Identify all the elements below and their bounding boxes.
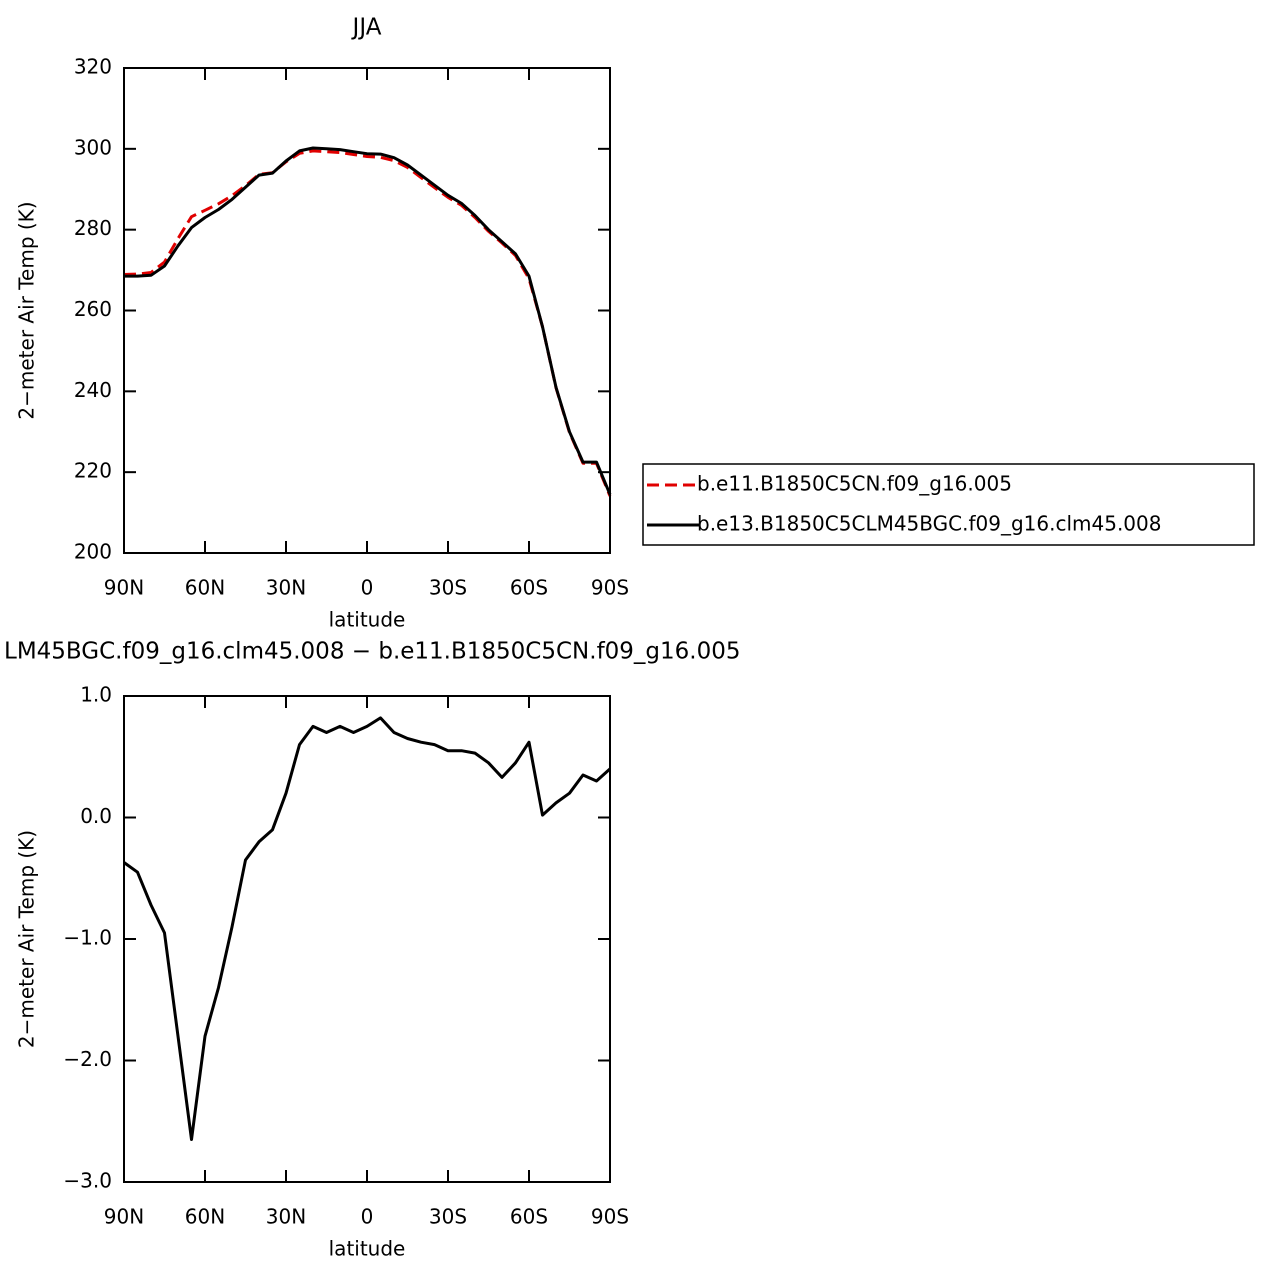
x-tick-label: 90S bbox=[591, 1205, 629, 1229]
x-tick-label: 90N bbox=[104, 576, 144, 600]
legend-label: b.e13.B1850C5CLM45BGC.f09_g16.clm45.008 bbox=[697, 512, 1161, 536]
x-tick-label: 0 bbox=[361, 576, 374, 600]
legend-box bbox=[642, 463, 1255, 546]
y-tick-label: 220 bbox=[74, 459, 112, 483]
x-axis-label: latitude bbox=[329, 1237, 406, 1261]
data-line bbox=[124, 146, 612, 495]
y-tick-label: 260 bbox=[74, 297, 112, 321]
data-line bbox=[123, 149, 612, 497]
x-tick-label: 30S bbox=[429, 1205, 467, 1229]
y-tick-label: −1.0 bbox=[63, 926, 112, 950]
x-axis-label: latitude bbox=[329, 608, 406, 632]
x-tick-label: 60S bbox=[510, 1205, 548, 1229]
chart-title: LM45BGC.f09_g16.clm45.008 − b.e11.B1850C… bbox=[4, 639, 741, 665]
x-tick-label: 30N bbox=[266, 1205, 306, 1229]
chart-title: JJA bbox=[351, 15, 382, 41]
plot-frame bbox=[123, 67, 611, 554]
y-tick-label: 300 bbox=[74, 135, 112, 159]
x-tick-label: 60N bbox=[185, 576, 225, 600]
x-tick-label: 0 bbox=[361, 1205, 374, 1229]
y-tick-label: 0.0 bbox=[80, 804, 112, 828]
x-tick-label: 60N bbox=[185, 1205, 225, 1229]
plot-frame bbox=[123, 695, 611, 1183]
y-tick-label: −2.0 bbox=[63, 1047, 112, 1071]
x-tick-label: 60S bbox=[510, 576, 548, 600]
x-tick-label: 30N bbox=[266, 576, 306, 600]
data-line bbox=[123, 716, 612, 1141]
y-axis-label: 2−meter Air Temp (K) bbox=[15, 830, 39, 1048]
x-tick-label: 30S bbox=[429, 576, 467, 600]
y-tick-label: 200 bbox=[74, 540, 112, 564]
legend-label: b.e11.B1850C5CN.f09_g16.005 bbox=[697, 472, 1012, 496]
y-tick-label: −3.0 bbox=[63, 1169, 112, 1193]
y-tick-label: 240 bbox=[74, 378, 112, 402]
y-tick-label: 1.0 bbox=[80, 683, 112, 707]
y-tick-label: 320 bbox=[74, 55, 112, 79]
x-tick-label: 90S bbox=[591, 576, 629, 600]
y-tick-label: 280 bbox=[74, 216, 112, 240]
x-tick-label: 90N bbox=[104, 1205, 144, 1229]
y-axis-label: 2−meter Air Temp (K) bbox=[15, 201, 39, 419]
